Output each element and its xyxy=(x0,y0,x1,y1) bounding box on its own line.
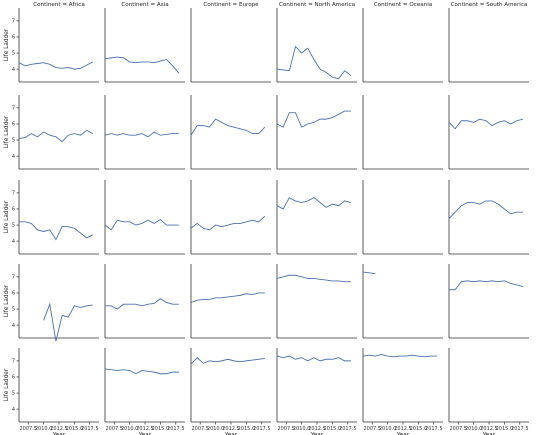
x-axis-label: Year xyxy=(310,433,324,435)
x-tick-label: 2017.5 xyxy=(511,426,529,432)
y-tick-label: 5 xyxy=(12,223,15,229)
y-tick-label: 5 xyxy=(12,138,15,144)
y-tick-label: 4 xyxy=(12,154,15,160)
x-tick-label: 2010.0 xyxy=(207,426,225,432)
x-axis-label: Year xyxy=(138,433,152,435)
x-tick-label: 2010.0 xyxy=(35,426,53,432)
y-tick-label: 5 xyxy=(12,307,15,313)
y-tick-label: 6 xyxy=(12,35,15,41)
series-line-r1-c3 xyxy=(276,110,351,128)
col-facet-title: Continent = Asia xyxy=(121,2,168,8)
series-line-r2-c5 xyxy=(448,200,523,219)
x-tick-label: 2010.0 xyxy=(379,426,397,432)
x-tick-label: 2007.5 xyxy=(363,426,381,432)
y-axis-label: Life Ladder xyxy=(4,28,10,61)
x-tick-label: 2015.0 xyxy=(324,426,342,432)
x-tick-label: 2012.5 xyxy=(222,426,240,432)
y-tick-label: 4 xyxy=(12,323,15,329)
x-tick-label: 2007.5 xyxy=(277,426,295,432)
series-line-r3-c1 xyxy=(105,298,179,310)
x-tick-label: 2007.5 xyxy=(105,426,123,432)
col-facet-title: Continent = South America xyxy=(451,2,528,8)
x-tick-label: 2012.5 xyxy=(480,426,498,432)
x-tick-label: 2017.5 xyxy=(81,426,99,432)
col-facet-title: Continent = Europe xyxy=(203,2,259,8)
series-line-r1-c1 xyxy=(104,131,179,138)
y-tick-label: 5 xyxy=(12,51,15,57)
x-axis-label: Year xyxy=(224,433,238,435)
x-tick-label: 2007.5 xyxy=(19,426,37,432)
x-tick-label: 2012.5 xyxy=(308,426,326,432)
y-tick-label: 4 xyxy=(12,239,15,245)
x-tick-label: 2017.5 xyxy=(339,426,357,432)
y-tick-label: 7 xyxy=(12,106,15,112)
x-tick-label: 2012.5 xyxy=(136,426,154,432)
series-line-r3-c2 xyxy=(190,292,265,304)
x-tick-label: 2017.5 xyxy=(167,426,185,432)
x-tick-label: 2010.0 xyxy=(465,426,483,432)
col-facet-title: Continent = Oceania xyxy=(374,2,432,8)
series-line-r2-c0 xyxy=(19,221,94,241)
series-line-r4-c2 xyxy=(190,357,265,365)
y-tick-label: 4 xyxy=(12,67,15,73)
x-tick-label: 2010.0 xyxy=(121,426,139,432)
y-axis-label: Life Ladder xyxy=(4,115,10,148)
x-axis-label: Year xyxy=(396,433,410,435)
series-line-r2-c3 xyxy=(276,197,351,210)
series-line-r0-c1 xyxy=(104,56,180,74)
series-line-r1-c0 xyxy=(18,129,94,143)
series-line-r0-c3 xyxy=(276,45,352,80)
series-line-r1-c2 xyxy=(190,118,266,136)
y-axis-label: Life Ladder xyxy=(4,200,10,233)
y-axis-label: Life Ladder xyxy=(4,284,10,317)
x-tick-label: 2017.5 xyxy=(253,426,271,432)
y-tick-label: 6 xyxy=(12,207,15,213)
x-tick-label: 2012.5 xyxy=(50,426,68,432)
series-line-r4-c3 xyxy=(276,355,351,362)
y-tick-label: 6 xyxy=(12,122,15,128)
x-tick-label: 2015.0 xyxy=(238,426,256,432)
y-tick-label: 6 xyxy=(12,291,15,297)
x-tick-label: 2010.0 xyxy=(293,426,311,432)
y-tick-label: 7 xyxy=(12,359,15,365)
x-tick-label: 2015.0 xyxy=(152,426,170,432)
y-tick-label: 4 xyxy=(12,407,15,413)
series-line-r3-c3 xyxy=(276,274,351,283)
series-line-r2-c2 xyxy=(190,215,266,231)
y-tick-label: 7 xyxy=(12,191,15,197)
y-tick-label: 6 xyxy=(12,375,15,381)
x-tick-label: 2012.5 xyxy=(394,426,412,432)
series-line-r3-c4 xyxy=(362,271,376,275)
x-tick-label: 2007.5 xyxy=(191,426,209,432)
col-facet-title: Continent = Africa xyxy=(33,2,85,8)
y-axis-label: Life Ladder xyxy=(4,368,10,401)
col-facet-title: Continent = North America xyxy=(279,2,355,8)
y-tick-label: 7 xyxy=(12,275,15,281)
y-tick-label: 7 xyxy=(12,19,15,25)
x-tick-label: 2007.5 xyxy=(449,426,467,432)
x-tick-label: 2015.0 xyxy=(66,426,84,432)
series-line-r4-c1 xyxy=(104,368,179,375)
series-line-r0-c0 xyxy=(18,61,94,70)
x-tick-label: 2015.0 xyxy=(496,426,514,432)
x-axis-label: Year xyxy=(52,433,66,435)
series-line-r4-c4 xyxy=(362,353,437,358)
x-tick-label: 2017.5 xyxy=(425,426,443,432)
x-tick-label: 2015.0 xyxy=(410,426,428,432)
x-axis-label: Year xyxy=(482,433,496,435)
y-tick-label: 5 xyxy=(12,391,15,397)
series-line-r1-c5 xyxy=(448,118,523,130)
series-line-r3-c5 xyxy=(449,280,523,291)
series-line-r2-c1 xyxy=(104,218,179,231)
series-line-r3-c0 xyxy=(43,302,93,342)
